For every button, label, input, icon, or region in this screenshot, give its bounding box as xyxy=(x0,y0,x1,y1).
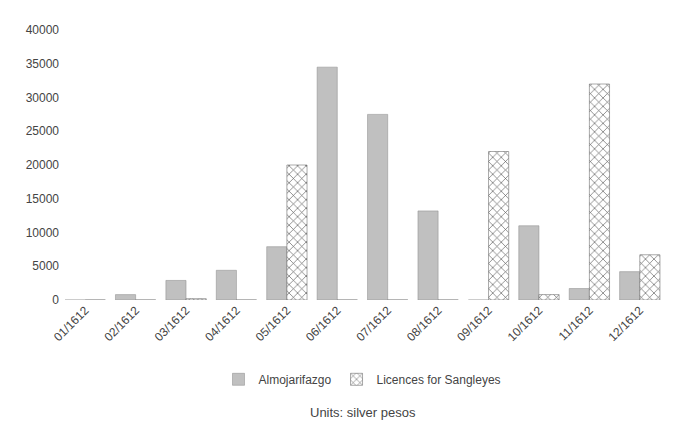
svg-text:10000: 10000 xyxy=(26,226,60,240)
svg-text:25000: 25000 xyxy=(26,124,60,138)
svg-text:01/1612: 01/1612 xyxy=(51,303,92,344)
svg-text:02/1612: 02/1612 xyxy=(101,303,142,344)
svg-text:40000: 40000 xyxy=(26,23,60,37)
svg-text:Units: silver pesos: Units: silver pesos xyxy=(310,405,416,420)
svg-text:30000: 30000 xyxy=(26,91,60,105)
svg-text:12/1612: 12/1612 xyxy=(606,303,647,344)
svg-text:05/1612: 05/1612 xyxy=(253,303,294,344)
svg-text:15000: 15000 xyxy=(26,192,60,206)
svg-text:20000: 20000 xyxy=(26,158,60,172)
svg-text:5000: 5000 xyxy=(32,259,59,273)
svg-text:08/1612: 08/1612 xyxy=(404,303,445,344)
svg-text:04/1612: 04/1612 xyxy=(202,303,243,344)
svg-text:Almojarifazgo: Almojarifazgo xyxy=(259,373,332,387)
svg-text:06/1612: 06/1612 xyxy=(303,303,344,344)
svg-text:03/1612: 03/1612 xyxy=(152,303,193,344)
svg-text:10/1612: 10/1612 xyxy=(505,303,546,344)
svg-text:0: 0 xyxy=(52,293,59,307)
svg-text:Licences for Sangleyes: Licences for Sangleyes xyxy=(377,373,501,387)
svg-text:07/1612: 07/1612 xyxy=(353,303,394,344)
svg-text:11/1612: 11/1612 xyxy=(556,303,596,343)
svg-text:35000: 35000 xyxy=(26,57,60,71)
svg-text:09/1612: 09/1612 xyxy=(454,303,495,344)
